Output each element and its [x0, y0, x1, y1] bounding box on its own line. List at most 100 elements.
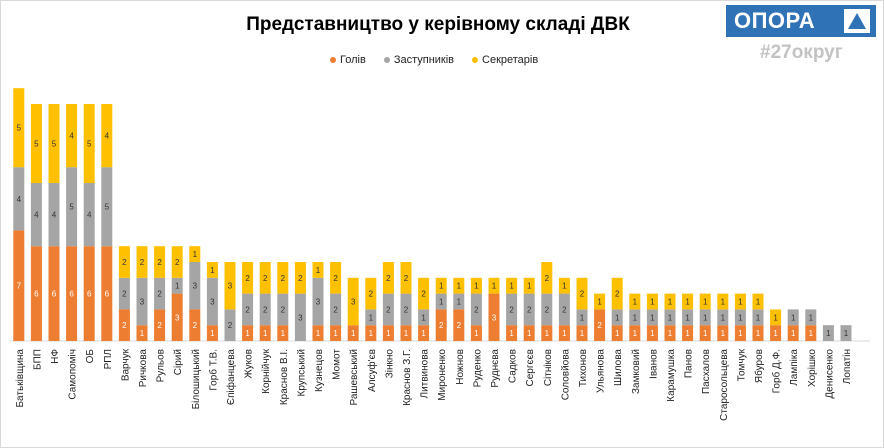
legend-swatch-heads — [330, 57, 336, 63]
data-label: 1 — [492, 282, 497, 291]
chart-legend: Голів Заступників Секретарів — [330, 54, 538, 66]
data-label: 5 — [52, 140, 57, 149]
category-label: Корнійчук — [261, 348, 272, 393]
category-label: БПП — [32, 349, 43, 370]
bar-segment — [66, 104, 78, 168]
data-label: 1 — [580, 313, 585, 322]
data-label: 3 — [351, 298, 356, 307]
data-label: 1 — [738, 298, 743, 307]
bar-segment — [118, 246, 130, 278]
data-label: 4 — [105, 132, 110, 141]
bar-segment — [453, 309, 465, 341]
data-label: 4 — [69, 132, 74, 141]
bar-segment — [224, 262, 236, 310]
data-label: 1 — [703, 313, 708, 322]
data-label: 2 — [157, 290, 162, 299]
data-label: 2 — [193, 321, 198, 330]
bar-segment — [382, 325, 394, 341]
data-label: 3 — [492, 313, 497, 322]
category-label: Томчук — [736, 348, 747, 381]
data-label: 2 — [333, 274, 338, 283]
bar-segment — [752, 293, 764, 310]
data-label: 3 — [175, 313, 180, 322]
bar-segment — [101, 246, 113, 341]
bar-segment — [699, 293, 711, 310]
category-label: Тихонов — [578, 349, 589, 387]
data-label: 2 — [281, 274, 286, 283]
data-label: 5 — [34, 140, 39, 149]
category-label: ОБ — [85, 349, 96, 364]
category-label: Білошицький — [191, 349, 202, 409]
data-label: 1 — [721, 329, 726, 338]
category-label: Жуков — [244, 349, 255, 378]
data-label: 1 — [668, 298, 673, 307]
data-label: 1 — [773, 313, 778, 322]
bar-segment — [48, 183, 60, 247]
bar-segment — [48, 104, 60, 183]
category-label: Шилова — [613, 349, 624, 386]
bar-segment — [277, 325, 289, 341]
data-label: 1 — [668, 313, 673, 322]
category-label: Ябуров — [753, 349, 765, 383]
data-label: 2 — [245, 274, 250, 283]
chart-title: Представництво у керівному складі ДВК — [246, 14, 630, 35]
data-label: 1 — [281, 329, 286, 338]
data-label: 1 — [633, 329, 638, 338]
category-label: Ульянова — [596, 349, 607, 393]
bar-segment — [206, 325, 218, 341]
data-label: 2 — [122, 258, 127, 267]
bar-segment — [629, 325, 641, 341]
data-label: 2 — [122, 290, 127, 299]
data-label: 1 — [615, 329, 620, 338]
category-label: Лампіка — [789, 349, 800, 386]
data-label: 2 — [228, 321, 233, 330]
data-label: 2 — [386, 274, 391, 283]
bar-segment — [400, 325, 412, 341]
data-label: 2 — [263, 274, 268, 283]
data-label: 5 — [69, 203, 74, 212]
bar-segment — [717, 293, 729, 310]
bar-segment — [629, 309, 641, 326]
bar-segment — [752, 309, 764, 326]
category-label: Крупський — [296, 349, 307, 396]
data-label: 3 — [298, 313, 303, 322]
category-label: Єпіфанцева — [225, 349, 237, 406]
data-label: 1 — [316, 266, 321, 275]
category-label: Краснов З.Г. — [402, 349, 413, 406]
bar-segment — [523, 325, 535, 341]
bar-segment — [312, 262, 324, 278]
bar-segment — [734, 309, 746, 326]
bar-segment — [611, 325, 623, 341]
data-label: 2 — [263, 305, 268, 314]
bar-segment — [435, 309, 447, 341]
data-label: 1 — [316, 329, 321, 338]
data-label: 1 — [210, 329, 215, 338]
bar-segment — [611, 277, 623, 310]
bar-segment — [682, 309, 694, 326]
category-label: Варчук — [120, 348, 131, 381]
bar-segment — [664, 325, 676, 341]
category-label: Соловйова — [560, 349, 571, 401]
bar-segment — [171, 246, 183, 278]
bar-segment — [312, 325, 324, 341]
bar-segment — [453, 277, 465, 294]
data-label: 1 — [685, 329, 690, 338]
bar-segment — [752, 325, 764, 341]
data-label: 1 — [633, 313, 638, 322]
bar-segment — [30, 183, 42, 247]
bar-segment — [277, 293, 289, 326]
bar-segment — [717, 325, 729, 341]
category-label: Зінкно — [384, 349, 395, 379]
bar-segment — [506, 277, 518, 294]
bar-segment — [611, 309, 623, 326]
data-label: 2 — [157, 258, 162, 267]
legend-label-deputies: Заступників — [393, 54, 455, 66]
bar-segment — [646, 325, 658, 341]
data-label: 5 — [87, 140, 92, 149]
bar-segment — [699, 309, 711, 326]
bar-segment — [206, 277, 218, 326]
data-label: 1 — [773, 329, 778, 338]
legend-swatch-secretaries — [472, 57, 479, 63]
category-label: Хорішко — [807, 349, 818, 387]
bar-segment — [294, 262, 306, 294]
